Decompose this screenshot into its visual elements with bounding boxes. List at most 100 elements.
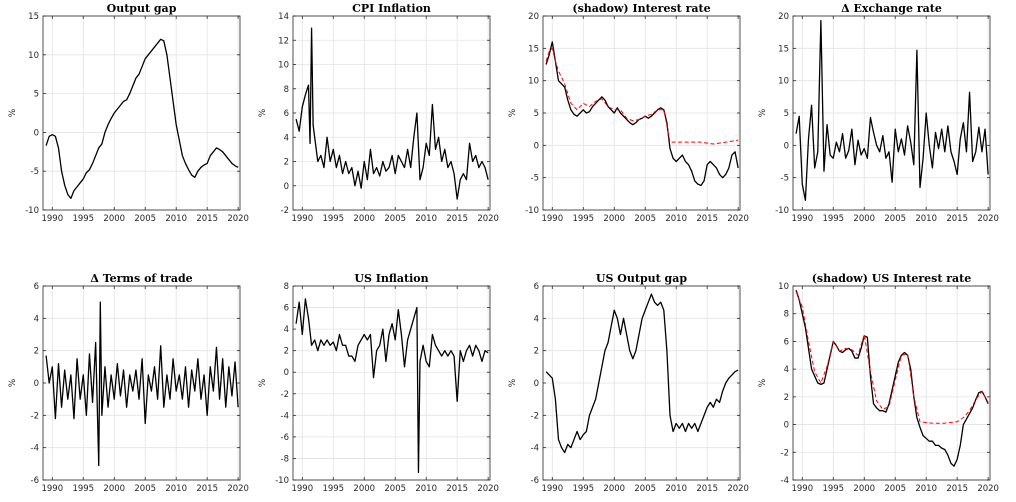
x-tick-label: 1990 <box>291 214 313 224</box>
x-tick-label: 2010 <box>415 214 437 224</box>
y-tick-label: 20 <box>528 12 539 22</box>
y-tick-label: 8 <box>284 85 289 95</box>
y-tick-label: 0 <box>284 368 289 378</box>
x-tick-label: 1990 <box>541 214 563 224</box>
series-line-2 <box>795 291 989 424</box>
x-tick-label: 2015 <box>446 484 468 494</box>
x-tick-label: 2010 <box>415 484 437 494</box>
y-tick-label: -4 <box>281 411 289 421</box>
x-tick-label: 2005 <box>384 484 406 494</box>
y-tick-label: -6 <box>281 433 289 443</box>
y-tick-label: 0 <box>534 379 539 389</box>
series-line-1 <box>45 301 239 467</box>
chart-panel-7: -6 -4 -2 0 2 4 6 1990 1995 2000 2005 2010 2015 2020 US… <box>508 272 749 494</box>
x-tick-label: 2015 <box>696 214 718 224</box>
x-tick-label: 2010 <box>915 214 937 224</box>
x-tick-label: 2015 <box>946 484 968 494</box>
axes-frame <box>792 285 991 481</box>
y-tick-label: 2 <box>784 393 789 403</box>
x-tick-label: 2005 <box>634 214 656 224</box>
y-tick-label: 10 <box>278 61 289 71</box>
y-tick-label: -2 <box>281 206 289 216</box>
x-tick-label: 1995 <box>322 214 344 224</box>
y-tick-label: 2 <box>284 158 289 168</box>
y-tick-label: 2 <box>34 347 39 357</box>
x-tick-label: 2020 <box>727 484 749 494</box>
series-line-1 <box>295 27 489 200</box>
x-tick-label: 2010 <box>915 484 937 494</box>
x-tick-label: 2015 <box>946 214 968 224</box>
x-tick-label: 1990 <box>791 214 813 224</box>
y-axis-label: % <box>758 108 768 117</box>
y-tick-label: 4 <box>784 365 789 375</box>
chart-title: (shadow) Interest rate <box>572 2 710 15</box>
axes-frame <box>542 285 741 481</box>
y-tick-label: -5 <box>531 174 539 184</box>
plot-area <box>43 16 240 210</box>
y-tick-label: -4 <box>531 444 539 454</box>
x-tick-label: 2020 <box>477 484 499 494</box>
x-tick-label: 2015 <box>696 484 718 494</box>
y-tick-label: -10 <box>275 476 289 486</box>
axes-frame <box>292 15 491 211</box>
chart-title: Δ Terms of trade <box>90 272 192 285</box>
y-tick-label: 6 <box>284 109 289 119</box>
y-tick-label: 5 <box>784 109 789 119</box>
y-axis-label: % <box>508 108 518 117</box>
y-tick-label: 15 <box>778 44 789 54</box>
series-line-2 <box>545 47 739 145</box>
series-line-1 <box>795 289 989 467</box>
plot-area <box>293 286 490 480</box>
chart-panel-4: -10 -5 0 5 10 15 20 1990 1995 2000 2005 2010 2015 202… <box>758 2 999 224</box>
y-axis-label: % <box>758 378 768 387</box>
x-tick-label: 1990 <box>541 484 563 494</box>
y-tick-label: 0 <box>34 379 39 389</box>
y-tick-label: 5 <box>534 109 539 119</box>
x-tick-label: 1995 <box>572 484 594 494</box>
x-tick-label: 2005 <box>134 484 156 494</box>
chart-title: (shadow) US Interest rate <box>812 272 972 285</box>
x-tick-label: 1990 <box>291 484 313 494</box>
y-tick-label: -5 <box>781 174 789 184</box>
y-tick-label: 2 <box>534 347 539 357</box>
y-tick-label: 6 <box>534 282 539 292</box>
x-tick-label: 2000 <box>353 214 375 224</box>
y-tick-label: -2 <box>781 448 789 458</box>
chart-title: Δ Exchange rate <box>841 2 942 15</box>
y-tick-label: 0 <box>34 128 39 138</box>
y-tick-label: -10 <box>25 206 39 216</box>
x-tick-label: 2005 <box>134 214 156 224</box>
x-tick-label: 2000 <box>103 214 125 224</box>
x-tick-label: 1995 <box>72 214 94 224</box>
chart-panel-3: -10 -5 0 5 10 15 20 1990 1995 2000 2005 2010 2015 202… <box>508 2 749 224</box>
x-tick-label: 1995 <box>72 484 94 494</box>
y-tick-label: -6 <box>31 476 39 486</box>
x-tick-label: 2020 <box>727 214 749 224</box>
y-tick-label: 15 <box>528 44 539 54</box>
x-tick-label: 1990 <box>791 484 813 494</box>
y-tick-label: 10 <box>778 282 789 292</box>
x-tick-label: 2015 <box>196 484 218 494</box>
x-tick-label: 1995 <box>322 484 344 494</box>
y-tick-label: 10 <box>778 77 789 87</box>
x-tick-label: 2015 <box>196 214 218 224</box>
y-tick-label: 8 <box>784 310 789 320</box>
y-tick-label: -10 <box>525 206 539 216</box>
x-tick-label: 2020 <box>227 214 249 224</box>
x-tick-label: 2000 <box>603 214 625 224</box>
series-line-1 <box>295 298 489 474</box>
x-tick-label: 2000 <box>853 484 875 494</box>
y-tick-label: -4 <box>781 476 789 486</box>
x-tick-label: 2010 <box>665 484 687 494</box>
y-tick-label: 6 <box>284 304 289 314</box>
axes-frame <box>42 15 241 211</box>
x-tick-label: 1995 <box>822 484 844 494</box>
y-tick-label: 15 <box>28 12 39 22</box>
y-axis-label: % <box>258 108 268 117</box>
x-tick-label: 1990 <box>41 484 63 494</box>
y-tick-label: 6 <box>34 282 39 292</box>
x-tick-label: 2005 <box>634 484 656 494</box>
y-axis-label: % <box>8 108 18 117</box>
x-tick-label: 1995 <box>572 214 594 224</box>
